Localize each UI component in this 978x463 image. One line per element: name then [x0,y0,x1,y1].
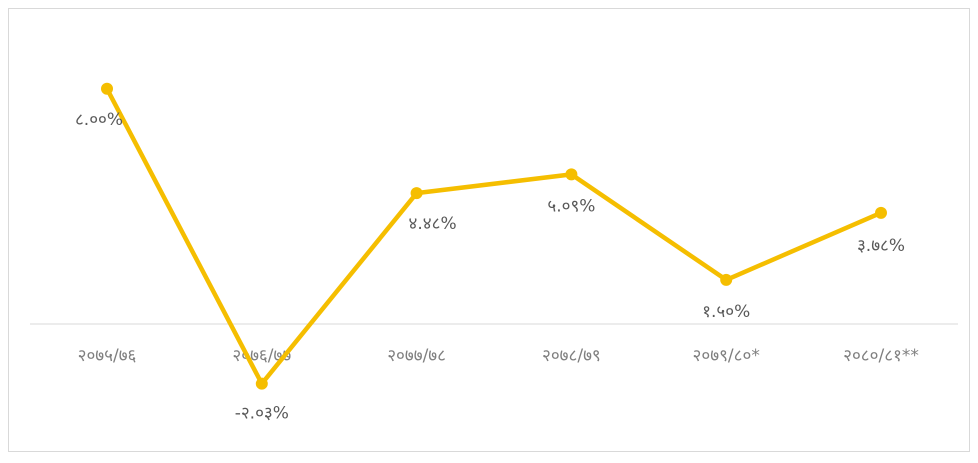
x-tick-label: २०७९/८०* [693,346,760,366]
point [101,82,113,95]
point [565,168,578,181]
data-label: ५.०९% [547,196,595,216]
point [255,377,268,390]
x-tick-label: २०८०/८१** [843,346,919,366]
x-tick-label: २०७८/७९ [542,346,601,366]
data-label: ४.४८% [409,214,457,234]
chart-border [8,8,970,452]
data-label: १.५०% [702,302,750,322]
data-label: ३.७८% [857,236,905,256]
point [720,273,733,286]
x-tick-label: २०७७/७८ [387,346,446,366]
data-label: ८.००% [75,110,123,130]
point [410,187,423,200]
point [875,206,887,219]
x-tick-label: २०७५/७६ [78,346,137,366]
data-label: -२.०३% [235,404,289,424]
line [105,87,882,386]
